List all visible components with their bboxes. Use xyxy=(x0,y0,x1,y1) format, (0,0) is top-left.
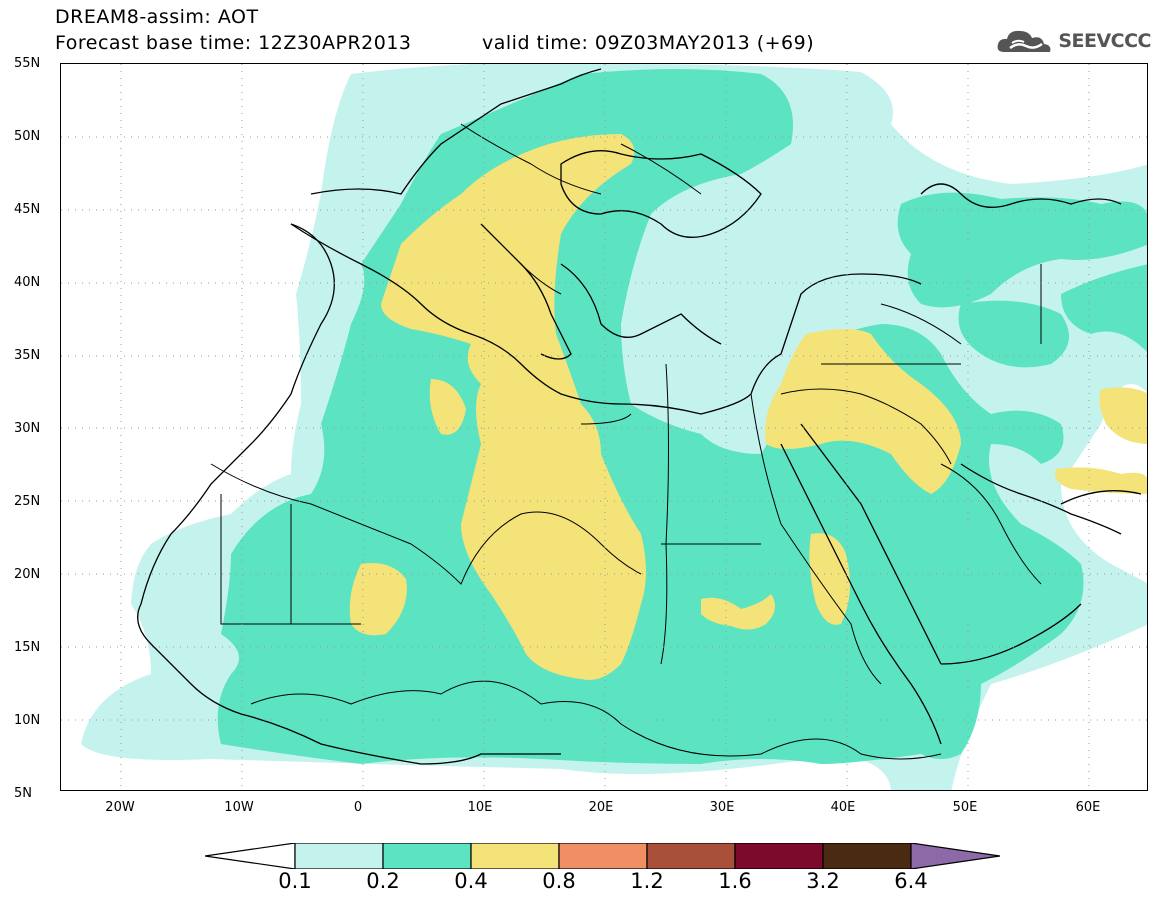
x-tick-label: 10E xyxy=(467,800,493,815)
valid-time-label: valid time: 09Z03MAY2013 (+69) xyxy=(482,32,815,54)
y-tick-label: 25N xyxy=(14,494,41,509)
x-tick-label: 50E xyxy=(952,800,978,815)
y-tick-label: 10N xyxy=(14,713,41,728)
colorbar-label: 0.8 xyxy=(542,869,576,893)
x-tick-label: 0 xyxy=(353,800,363,815)
map-title: DREAM8-assim: AOT xyxy=(55,6,259,28)
x-tick-label: 60E xyxy=(1075,800,1101,815)
x-tick-label: 30E xyxy=(709,800,735,815)
x-tick-label: 40E xyxy=(830,800,856,815)
y-tick-label: 5N xyxy=(14,786,32,801)
y-tick-label: 35N xyxy=(14,348,41,363)
country-borders xyxy=(210,123,1042,760)
colorbar-upper-arrow xyxy=(910,843,1000,869)
x-tick-label: 10W xyxy=(224,800,254,815)
colorbar-segment xyxy=(822,843,912,869)
aot-map[interactable] xyxy=(60,63,1148,791)
coastlines xyxy=(137,68,1142,765)
map-canvas xyxy=(61,64,1147,790)
colorbar-segment xyxy=(734,843,824,869)
y-tick-label: 45N xyxy=(14,202,41,217)
logo-text: SEEVCCC xyxy=(1058,30,1151,52)
y-tick-label: 40N xyxy=(14,275,41,290)
colorbar-segment xyxy=(646,843,736,869)
colorbar-label: 0.4 xyxy=(454,869,488,893)
colorbar-lower-arrow xyxy=(205,843,296,869)
y-tick-label: 55N xyxy=(14,56,41,71)
colorbar-label: 3.2 xyxy=(806,869,840,893)
y-tick-label: 50N xyxy=(14,129,41,144)
x-tick-label: 20W xyxy=(105,800,135,815)
colorbar-segment xyxy=(382,843,472,869)
y-tick-label: 15N xyxy=(14,640,41,655)
aot-colorbar xyxy=(205,843,1000,869)
colorbar-segment xyxy=(470,843,560,869)
x-tick-label: 20E xyxy=(588,800,614,815)
seevccc-logo: SEEVCCC xyxy=(996,26,1151,56)
colorbar-label: 0.1 xyxy=(278,869,312,893)
colorbar-segment xyxy=(294,843,384,869)
colorbar-label: 1.2 xyxy=(630,869,664,893)
y-tick-label: 20N xyxy=(14,567,41,582)
colorbar-segment xyxy=(558,843,648,869)
colorbar-label: 1.6 xyxy=(718,869,752,893)
colorbar-label: 6.4 xyxy=(894,869,928,893)
lat-lon-grid xyxy=(61,64,1147,790)
colorbar-label: 0.2 xyxy=(366,869,400,893)
cloud-icon xyxy=(997,30,1051,52)
aot-contour-0-4 xyxy=(349,134,1147,680)
base-time-label: Forecast base time: 12Z30APR2013 xyxy=(55,32,412,54)
y-tick-label: 30N xyxy=(14,421,41,436)
